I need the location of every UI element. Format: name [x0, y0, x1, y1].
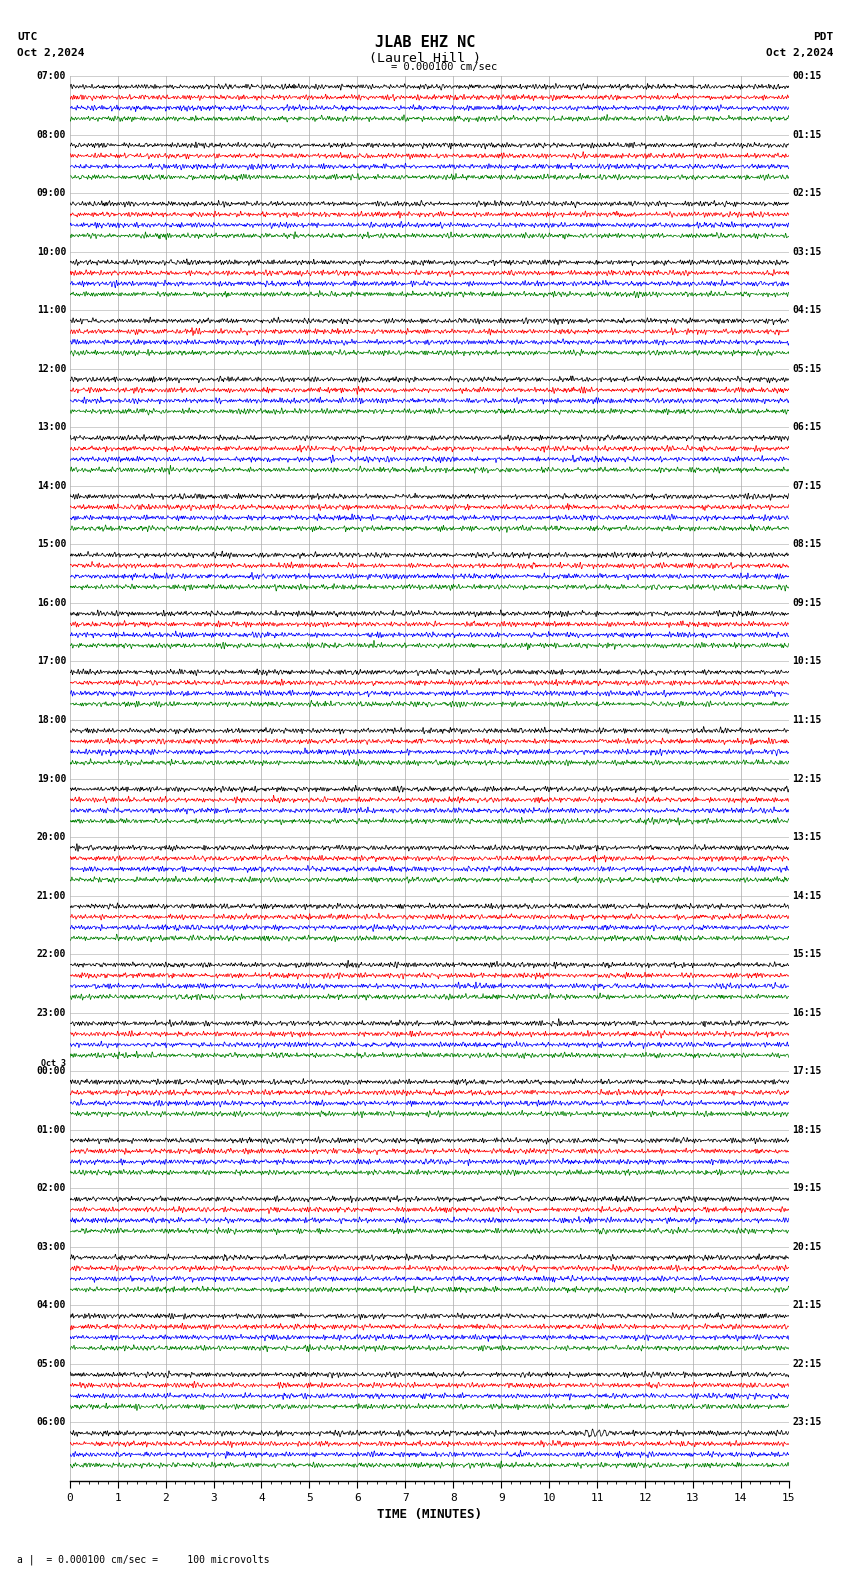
Text: 03:00: 03:00 — [37, 1242, 66, 1251]
Text: 14:15: 14:15 — [792, 890, 822, 901]
Text: 08:15: 08:15 — [792, 540, 822, 550]
Text: 00:15: 00:15 — [792, 71, 822, 81]
Text: 06:15: 06:15 — [792, 423, 822, 432]
Text: 21:00: 21:00 — [37, 890, 66, 901]
Text: (Laurel Hill ): (Laurel Hill ) — [369, 52, 481, 65]
Text: Oct 2,2024: Oct 2,2024 — [766, 48, 833, 57]
Text: 09:15: 09:15 — [792, 597, 822, 608]
Text: 14:00: 14:00 — [37, 482, 66, 491]
Text: Oct 3: Oct 3 — [41, 1060, 66, 1068]
Text: 23:00: 23:00 — [37, 1007, 66, 1017]
X-axis label: TIME (MINUTES): TIME (MINUTES) — [377, 1508, 482, 1521]
Text: 20:00: 20:00 — [37, 832, 66, 843]
Text: 09:00: 09:00 — [37, 188, 66, 198]
Text: 04:00: 04:00 — [37, 1300, 66, 1310]
Text: 06:00: 06:00 — [37, 1418, 66, 1427]
Text: 17:00: 17:00 — [37, 656, 66, 667]
Text: = 0.000100 cm/sec: = 0.000100 cm/sec — [391, 62, 497, 71]
Text: 15:15: 15:15 — [792, 949, 822, 960]
Text: 01:15: 01:15 — [792, 130, 822, 139]
Text: 11:15: 11:15 — [792, 714, 822, 725]
Text: 02:00: 02:00 — [37, 1183, 66, 1193]
Text: 22:15: 22:15 — [792, 1359, 822, 1369]
Text: 08:00: 08:00 — [37, 130, 66, 139]
Text: 17:15: 17:15 — [792, 1066, 822, 1076]
Text: 23:15: 23:15 — [792, 1418, 822, 1427]
Text: 20:15: 20:15 — [792, 1242, 822, 1251]
Text: 21:15: 21:15 — [792, 1300, 822, 1310]
Text: 07:15: 07:15 — [792, 482, 822, 491]
Text: 02:15: 02:15 — [792, 188, 822, 198]
Text: 05:00: 05:00 — [37, 1359, 66, 1369]
Text: JLAB EHZ NC: JLAB EHZ NC — [375, 35, 475, 49]
Text: 19:00: 19:00 — [37, 773, 66, 784]
Text: 13:00: 13:00 — [37, 423, 66, 432]
Text: 18:00: 18:00 — [37, 714, 66, 725]
Text: 22:00: 22:00 — [37, 949, 66, 960]
Text: 12:00: 12:00 — [37, 364, 66, 374]
Text: 04:15: 04:15 — [792, 306, 822, 315]
Text: 00:00: 00:00 — [37, 1066, 66, 1076]
Text: Oct 2,2024: Oct 2,2024 — [17, 48, 84, 57]
Text: 16:15: 16:15 — [792, 1007, 822, 1017]
Text: 12:15: 12:15 — [792, 773, 822, 784]
Text: PDT: PDT — [813, 32, 833, 41]
Text: a |  = 0.000100 cm/sec =     100 microvolts: a | = 0.000100 cm/sec = 100 microvolts — [17, 1554, 269, 1565]
Text: 11:00: 11:00 — [37, 306, 66, 315]
Text: 13:15: 13:15 — [792, 832, 822, 843]
Text: 01:00: 01:00 — [37, 1125, 66, 1134]
Text: 05:15: 05:15 — [792, 364, 822, 374]
Text: 10:15: 10:15 — [792, 656, 822, 667]
Text: UTC: UTC — [17, 32, 37, 41]
Text: 16:00: 16:00 — [37, 597, 66, 608]
Text: 15:00: 15:00 — [37, 540, 66, 550]
Text: 10:00: 10:00 — [37, 247, 66, 257]
Text: 18:15: 18:15 — [792, 1125, 822, 1134]
Text: 03:15: 03:15 — [792, 247, 822, 257]
Text: 07:00: 07:00 — [37, 71, 66, 81]
Text: 19:15: 19:15 — [792, 1183, 822, 1193]
